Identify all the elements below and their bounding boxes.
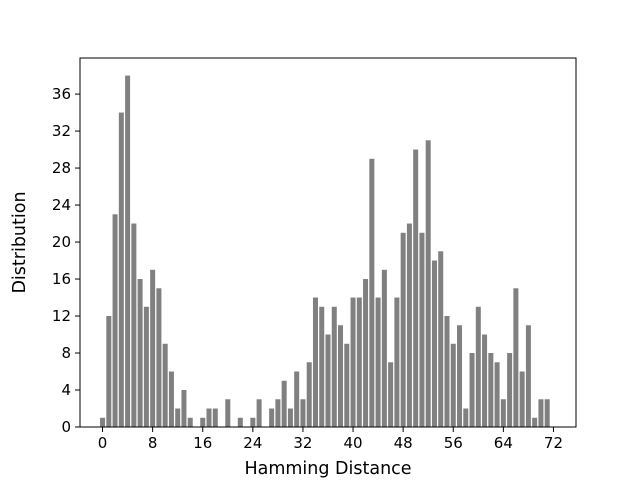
bar — [494, 362, 500, 427]
bar — [275, 399, 281, 427]
y-tick-label: 16 — [52, 270, 71, 288]
bar — [143, 306, 149, 427]
bar — [237, 417, 243, 427]
y-tick-label: 36 — [52, 85, 71, 103]
bar — [156, 288, 162, 427]
y-tick-label: 4 — [61, 381, 71, 399]
bar — [507, 353, 513, 427]
bar — [312, 297, 318, 427]
y-tick-label: 20 — [52, 233, 71, 251]
bar — [388, 362, 394, 427]
bar — [450, 343, 456, 427]
bar — [181, 390, 187, 427]
bar — [100, 417, 106, 427]
bar — [519, 371, 525, 427]
bar — [488, 353, 494, 427]
y-axis-label: Distribution — [10, 191, 30, 293]
bar — [469, 353, 475, 427]
bar — [344, 343, 350, 427]
bar — [106, 316, 112, 427]
x-tick-label: 56 — [444, 434, 463, 452]
bar — [319, 306, 325, 427]
bar — [356, 297, 362, 427]
x-tick-label: 40 — [344, 434, 363, 452]
bar — [168, 371, 174, 427]
bar — [338, 325, 344, 427]
bar — [425, 140, 431, 427]
bar — [212, 408, 218, 427]
bar — [187, 417, 193, 427]
bar — [294, 371, 300, 427]
x-axis-ticks: 0 8 16 24 32 40 48 56 64 72 — [98, 427, 563, 452]
y-tick-label: 8 — [61, 344, 71, 362]
bar — [206, 408, 212, 427]
bar — [444, 316, 450, 427]
bar — [300, 399, 306, 427]
bar — [438, 251, 444, 427]
bar — [256, 399, 262, 427]
y-tick-label: 32 — [52, 122, 71, 140]
x-tick-label: 72 — [544, 434, 563, 452]
y-axis-ticks: 0 4 8 12 16 20 24 28 32 36 — [52, 85, 80, 436]
bar — [500, 399, 506, 427]
bar — [369, 158, 375, 427]
bar — [125, 75, 131, 428]
x-tick-label: 64 — [494, 434, 513, 452]
bar — [538, 399, 544, 427]
bars-group — [100, 75, 550, 428]
bar — [482, 334, 488, 427]
bar — [225, 399, 231, 427]
bar — [544, 399, 550, 427]
x-tick-label: 32 — [293, 434, 312, 452]
bar — [513, 288, 519, 427]
bar — [269, 408, 275, 427]
bar — [175, 408, 181, 427]
bar — [150, 269, 156, 427]
x-tick-label: 48 — [394, 434, 413, 452]
x-tick-label: 8 — [148, 434, 158, 452]
x-tick-label: 16 — [193, 434, 212, 452]
bar — [406, 223, 412, 427]
bar — [394, 297, 400, 427]
bar — [431, 260, 437, 427]
x-tick-label: 24 — [243, 434, 262, 452]
bar — [118, 112, 124, 428]
bar — [457, 325, 463, 427]
bar — [419, 232, 425, 427]
bar — [325, 334, 331, 427]
bar — [463, 408, 469, 427]
bar — [375, 297, 381, 427]
bar — [363, 279, 369, 427]
bar — [200, 417, 206, 427]
bar — [331, 306, 337, 427]
x-tick-label: 0 — [98, 434, 108, 452]
bar — [532, 417, 538, 427]
y-tick-label: 28 — [52, 159, 71, 177]
y-tick-label: 0 — [61, 418, 71, 436]
bar — [131, 223, 137, 427]
y-tick-label: 24 — [52, 196, 71, 214]
bar — [162, 343, 168, 427]
x-axis-label: Hamming Distance — [244, 459, 411, 479]
bar — [287, 408, 293, 427]
bar — [413, 149, 419, 427]
bar — [306, 362, 312, 427]
bar — [250, 417, 256, 427]
bar — [281, 380, 287, 427]
bar — [381, 269, 387, 427]
bar — [525, 325, 531, 427]
bar — [400, 232, 406, 427]
bar — [350, 297, 356, 427]
bar — [137, 279, 143, 427]
bar — [112, 214, 118, 427]
y-tick-label: 12 — [52, 307, 71, 325]
bar — [475, 306, 481, 427]
